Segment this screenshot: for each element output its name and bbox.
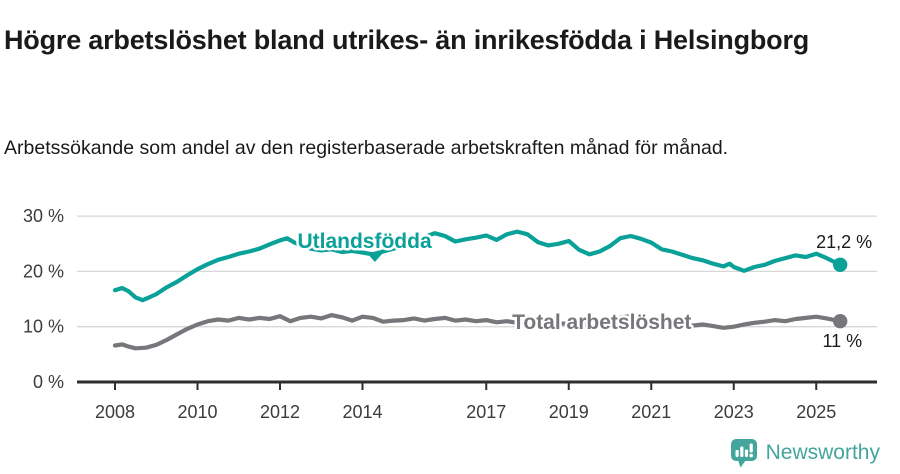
series-inline-label: Utlandsfödda (297, 230, 431, 253)
y-tick-label: 10 % (23, 317, 64, 337)
brand-name: Newsworthy (765, 441, 880, 464)
y-tick-label: 20 % (23, 261, 64, 281)
x-tick-label: 2017 (466, 402, 506, 422)
y-tick-label: 30 % (23, 206, 64, 226)
x-tick-label: 2023 (714, 402, 754, 422)
x-tick-label: 2014 (342, 402, 382, 422)
brand-footer: Newsworthy (730, 438, 880, 468)
x-tick-label: 2025 (796, 402, 836, 422)
x-tick-label: 2012 (260, 402, 300, 422)
x-tick-label: 2021 (631, 402, 671, 422)
series-end-value-label: 21,2 % (816, 232, 872, 252)
chart-subtitle: Arbetssökande som andel av den registerb… (4, 136, 729, 159)
chart-title: Högre arbetslöshet bland utrikes- än inr… (4, 25, 810, 56)
caret-down-icon (366, 252, 383, 262)
series-end-dot (832, 313, 848, 329)
x-tick-label: 2008 (95, 402, 135, 422)
series-line-utlandsfodda (112, 229, 843, 303)
series-end-value-label: 11 % (822, 331, 862, 351)
series-end-dot (832, 257, 848, 272)
series-inline-label: Total arbetslöshet (512, 311, 691, 334)
newsworthy-logo-icon (730, 439, 757, 468)
y-tick-label: 0 % (33, 372, 64, 392)
series-line-total (112, 312, 843, 351)
x-tick-label: 2010 (177, 402, 217, 422)
line-chart: 0 % 10 % 20 % 30 % 2008 2010 2012 2014 2017 2019 2… (23, 206, 877, 422)
x-tick-label: 2019 (549, 402, 589, 422)
